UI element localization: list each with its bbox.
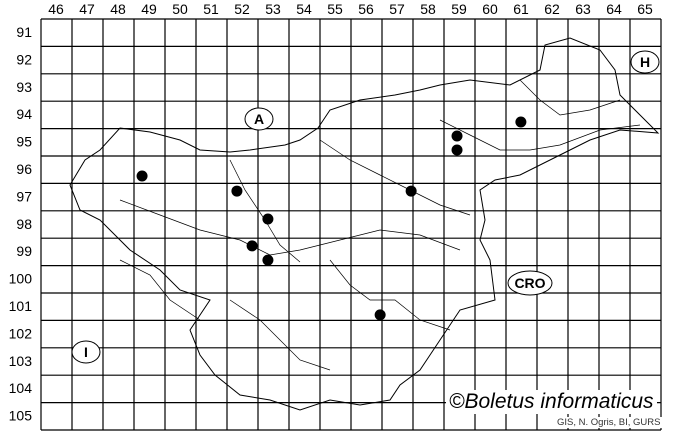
record-dot bbox=[246, 240, 258, 252]
row-label: 97 bbox=[16, 188, 32, 204]
column-label: 47 bbox=[79, 1, 95, 17]
utm-grid bbox=[40, 18, 662, 431]
river bbox=[119, 199, 461, 256]
row-label: 95 bbox=[16, 134, 32, 150]
column-label: 64 bbox=[606, 1, 622, 17]
river bbox=[119, 259, 201, 321]
row-label: 101 bbox=[9, 298, 33, 314]
column-label: 60 bbox=[482, 1, 498, 17]
column-label: 54 bbox=[296, 1, 312, 17]
column-label: 46 bbox=[48, 1, 64, 17]
row-label: 105 bbox=[9, 408, 33, 424]
row-label: 92 bbox=[16, 51, 32, 67]
row-label: 104 bbox=[9, 380, 33, 396]
column-label: 49 bbox=[141, 1, 157, 17]
records bbox=[136, 116, 527, 321]
border-outline bbox=[69, 37, 660, 411]
column-label: 59 bbox=[451, 1, 467, 17]
column-label: 53 bbox=[265, 1, 281, 17]
column-labels: 46 47 48 49 50 51 52 53 54 55 56 57 58 59 60 61 62 63 64 65 bbox=[48, 1, 653, 17]
row-label: 100 bbox=[9, 271, 33, 287]
data-source: GIS, N. Ogris, BI, GURS bbox=[555, 417, 663, 428]
column-label: 51 bbox=[203, 1, 219, 17]
row-label: 96 bbox=[16, 161, 32, 177]
country-label-italy: I bbox=[84, 344, 88, 360]
column-label: 62 bbox=[544, 1, 560, 17]
river bbox=[229, 299, 331, 371]
record-dot bbox=[262, 213, 274, 225]
river bbox=[439, 119, 641, 151]
row-label: 91 bbox=[16, 24, 32, 40]
column-label: 52 bbox=[234, 1, 250, 17]
country-label-austria: A bbox=[254, 111, 264, 127]
country-label-croatia-ellipse bbox=[507, 270, 553, 296]
column-label: 48 bbox=[110, 1, 126, 17]
record-dot bbox=[262, 254, 274, 266]
country-labels: A H CRO I bbox=[71, 50, 660, 364]
row-label: 98 bbox=[16, 216, 32, 232]
row-label: 102 bbox=[9, 325, 33, 341]
country-label-hungary-ellipse bbox=[630, 50, 660, 74]
country-label-italy-ellipse bbox=[71, 340, 101, 364]
row-label: 103 bbox=[9, 353, 33, 369]
country-label-austria-ellipse bbox=[244, 107, 274, 131]
column-label: 50 bbox=[172, 1, 188, 17]
rivers bbox=[119, 79, 641, 371]
column-label: 56 bbox=[358, 1, 374, 17]
record-dot bbox=[451, 130, 463, 142]
column-label: 55 bbox=[327, 1, 343, 17]
row-label: 93 bbox=[16, 79, 32, 95]
row-labels: 91 92 93 94 95 96 97 98 99 100 101 102 103 104 105 bbox=[9, 24, 33, 424]
column-label: 58 bbox=[420, 1, 436, 17]
record-dot bbox=[515, 116, 527, 128]
river bbox=[519, 79, 621, 116]
column-label: 57 bbox=[389, 1, 405, 17]
row-label: 99 bbox=[16, 243, 32, 259]
record-dot bbox=[451, 144, 463, 156]
row-label: 94 bbox=[16, 106, 32, 122]
record-dot bbox=[405, 185, 417, 197]
record-dot bbox=[374, 309, 386, 321]
column-label: 61 bbox=[513, 1, 529, 17]
copyright-credit: ©Boletus informaticus bbox=[446, 390, 657, 414]
country-border bbox=[69, 37, 660, 411]
column-label: 65 bbox=[637, 1, 653, 17]
record-dot bbox=[231, 185, 243, 197]
country-label-hungary: H bbox=[640, 54, 650, 70]
river bbox=[329, 259, 451, 331]
column-label: 63 bbox=[575, 1, 591, 17]
record-dot bbox=[136, 170, 148, 182]
river bbox=[319, 139, 471, 216]
country-label-croatia: CRO bbox=[514, 275, 545, 291]
